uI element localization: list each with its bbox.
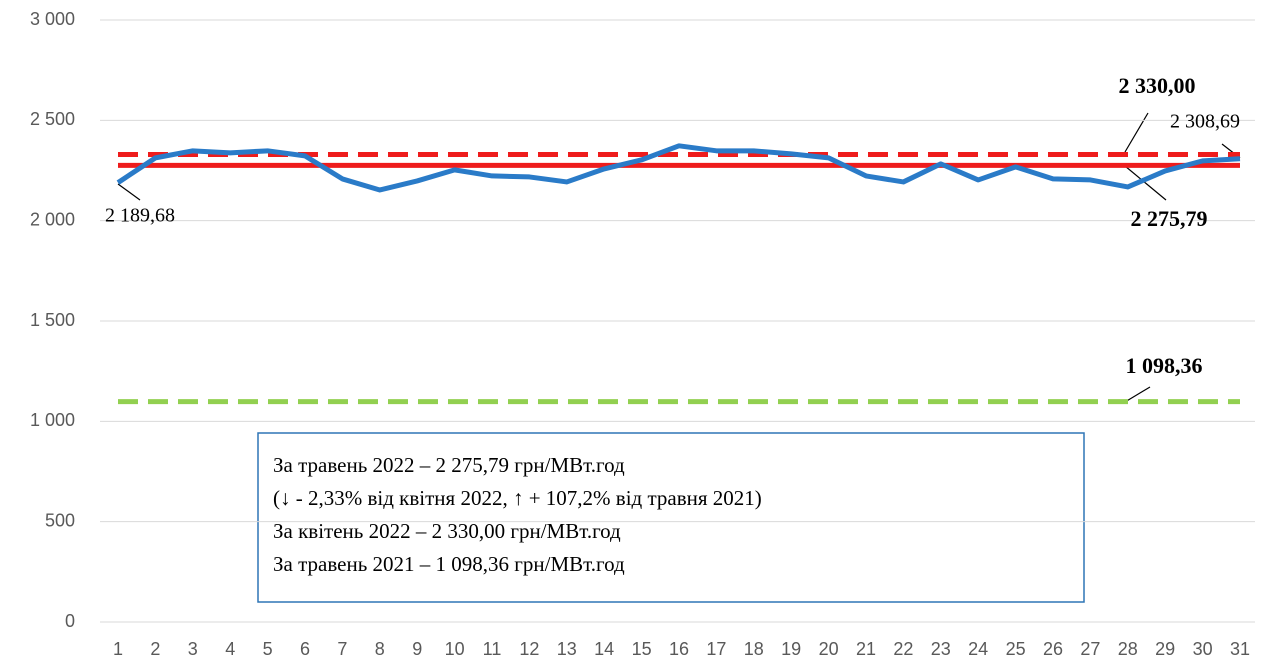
x-tick-label: 4 (225, 639, 235, 659)
x-tick-label: 25 (1006, 639, 1026, 659)
y-tick-label: 2 500 (30, 109, 75, 129)
x-tick-label: 8 (375, 639, 385, 659)
annotation-box (257, 432, 1085, 603)
x-tick-label: 30 (1193, 639, 1213, 659)
annotation-line: За травень 2022 – 2 275,79 грн/МВт.год (273, 453, 625, 477)
x-tick-label: 19 (781, 639, 801, 659)
annotation-line: За травень 2021 – 1 098,36 грн/МВт.год (273, 552, 625, 576)
x-tick-label: 24 (968, 639, 988, 659)
x-tick-label: 31 (1230, 639, 1250, 659)
y-tick-label: 3 000 (30, 9, 75, 29)
x-tick-label: 15 (632, 639, 652, 659)
y-tick-label: 500 (45, 510, 75, 530)
x-tick-label: 21 (856, 639, 876, 659)
data-line (116, 143, 1241, 193)
x-tick-label: 29 (1155, 639, 1175, 659)
x-tick-label: 14 (594, 639, 614, 659)
y-tick-label: 2 000 (30, 209, 75, 229)
x-tick-label: 5 (263, 639, 273, 659)
y-tick-label: 0 (65, 611, 75, 631)
x-tick-label: 9 (412, 639, 422, 659)
x-tick-label: 22 (893, 639, 913, 659)
data-label: 2 308,69 (1170, 111, 1240, 133)
x-tick-label: 23 (931, 639, 951, 659)
x-tick-label: 20 (819, 639, 839, 659)
x-tick-label: 6 (300, 639, 310, 659)
x-tick-label: 7 (337, 639, 347, 659)
x-tick-label: 28 (1118, 639, 1138, 659)
annotation-line: (↓ - 2,33% від квітня 2022, ↑ + 107,2% в… (273, 486, 762, 510)
x-tick-label: 3 (188, 639, 198, 659)
x-tick-label: 1 (113, 639, 123, 659)
x-tick-label: 17 (706, 639, 726, 659)
x-tick-label: 2 (150, 639, 160, 659)
y-tick-label: 1 500 (30, 310, 75, 330)
x-tick-label: 10 (445, 639, 465, 659)
reference-label: 2 330,00 (1119, 73, 1196, 98)
x-tick-label: 16 (669, 639, 689, 659)
x-tick-label: 13 (557, 639, 577, 659)
annotation-line: За квітень 2022 – 2 330,00 грн/МВт.год (273, 519, 621, 543)
reference-label: 2 275,79 (1131, 206, 1208, 231)
x-tick-label: 27 (1080, 639, 1100, 659)
x-tick-label: 11 (483, 639, 502, 659)
reference-label: 1 098,36 (1126, 353, 1203, 378)
x-tick-label: 26 (1043, 639, 1063, 659)
data-label: 2 189,68 (105, 205, 175, 227)
x-tick-label: 12 (519, 639, 539, 659)
x-tick-label: 18 (744, 639, 764, 659)
y-tick-label: 1 000 (30, 410, 75, 430)
